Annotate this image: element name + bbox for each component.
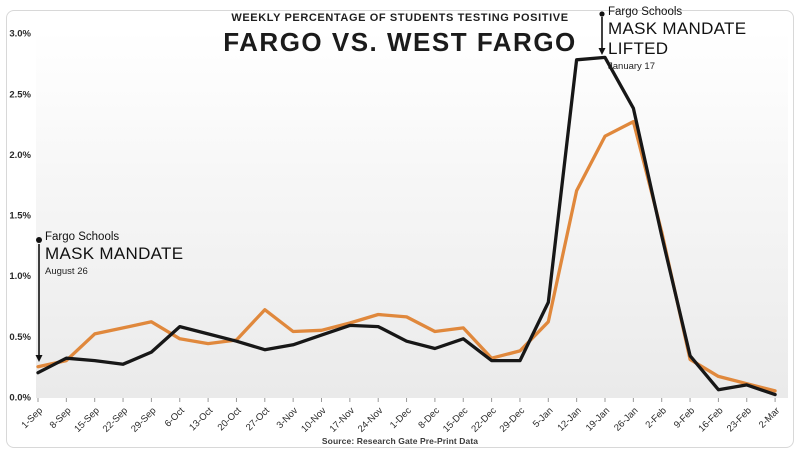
x-axis-label: 2-Feb — [643, 405, 668, 430]
annotation-date-label: August 26 — [45, 266, 88, 277]
x-axis-label: 8-Dec — [416, 405, 442, 431]
x-axis-label: 27-Oct — [244, 405, 272, 433]
x-axis-label: 9-Feb — [672, 405, 697, 430]
x-axis-label: 22-Sep — [101, 405, 130, 434]
annotation-school-label: Fargo Schools — [608, 6, 683, 18]
series-line-fargo — [36, 55, 777, 397]
annotation-event-label: MASK MANDATE — [45, 244, 184, 263]
x-axis-label: 23-Feb — [725, 405, 754, 434]
x-axis-label: 22-Dec — [469, 405, 499, 435]
x-axis-label: 24-Nov — [356, 405, 386, 435]
y-axis-label: 1.0% — [9, 271, 31, 282]
x-axis-label: 2-Mar — [757, 405, 782, 430]
y-axis-label: 3.0% — [9, 29, 31, 40]
x-axis-label: 6-Oct — [163, 405, 187, 429]
y-axis-label: 1.5% — [9, 211, 31, 222]
y-axis-label: 2.5% — [9, 89, 31, 100]
annotation-school-label: Fargo Schools — [45, 231, 120, 243]
x-axis-label: 20-Oct — [216, 405, 244, 433]
y-axis-label: 0.5% — [9, 332, 31, 343]
x-axis-label: 26-Jan — [612, 405, 640, 433]
annotation-date-label: January 17 — [608, 61, 656, 72]
annotation-mask-mandate-lifted: Fargo Schools MASK MANDATE LIFTED Januar… — [608, 6, 746, 73]
mandate-arrow-arrowhead — [35, 355, 43, 362]
chart-subtitle: WEEKLY PERCENTAGE OF STUDENTS TESTING PO… — [231, 12, 569, 24]
y-axis-label: 0.0% — [9, 393, 31, 404]
lifted-arrow-arrowhead — [598, 48, 606, 55]
lifted-arrow-dot — [599, 11, 605, 17]
x-axis-label: 19-Jan — [584, 405, 612, 433]
annotation-mask-mandate: Fargo Schools MASK MANDATE August 26 — [45, 231, 183, 278]
mandate-arrow-dot — [36, 237, 42, 243]
x-axis-label: 10-Nov — [299, 405, 329, 435]
title-block: WEEKLY PERCENTAGE OF STUDENTS TESTING PO… — [0, 12, 800, 58]
x-axis-label: 8-Sep — [48, 405, 74, 431]
x-axis-label: 13-Oct — [187, 405, 215, 433]
x-axis-label: 29-Sep — [129, 405, 158, 434]
x-axis-label: 5-Jan — [531, 405, 556, 430]
x-axis-label: 15-Sep — [72, 405, 101, 434]
x-axis-label: 1-Dec — [388, 405, 414, 431]
annotation-event-label-2: LIFTED — [608, 39, 669, 58]
x-axis-label: 12-Jan — [555, 405, 583, 433]
x-axis-label: 15-Dec — [441, 405, 471, 435]
x-axis-label: 29-Dec — [498, 405, 528, 435]
x-axis-label: 17-Nov — [328, 405, 358, 435]
chart-title: FARGO VS. WEST FARGO — [223, 27, 577, 57]
y-axis-label: 2.0% — [9, 150, 31, 161]
x-axis-label: 1-Sep — [19, 405, 45, 431]
source-credit: Source: Research Gate Pre-Print Data — [321, 436, 479, 446]
x-axis-label: 3-Nov — [275, 405, 301, 431]
x-axis-label: 16-Feb — [696, 405, 725, 434]
annotation-event-label: MASK MANDATE — [608, 19, 747, 38]
plot-area — [36, 30, 788, 398]
